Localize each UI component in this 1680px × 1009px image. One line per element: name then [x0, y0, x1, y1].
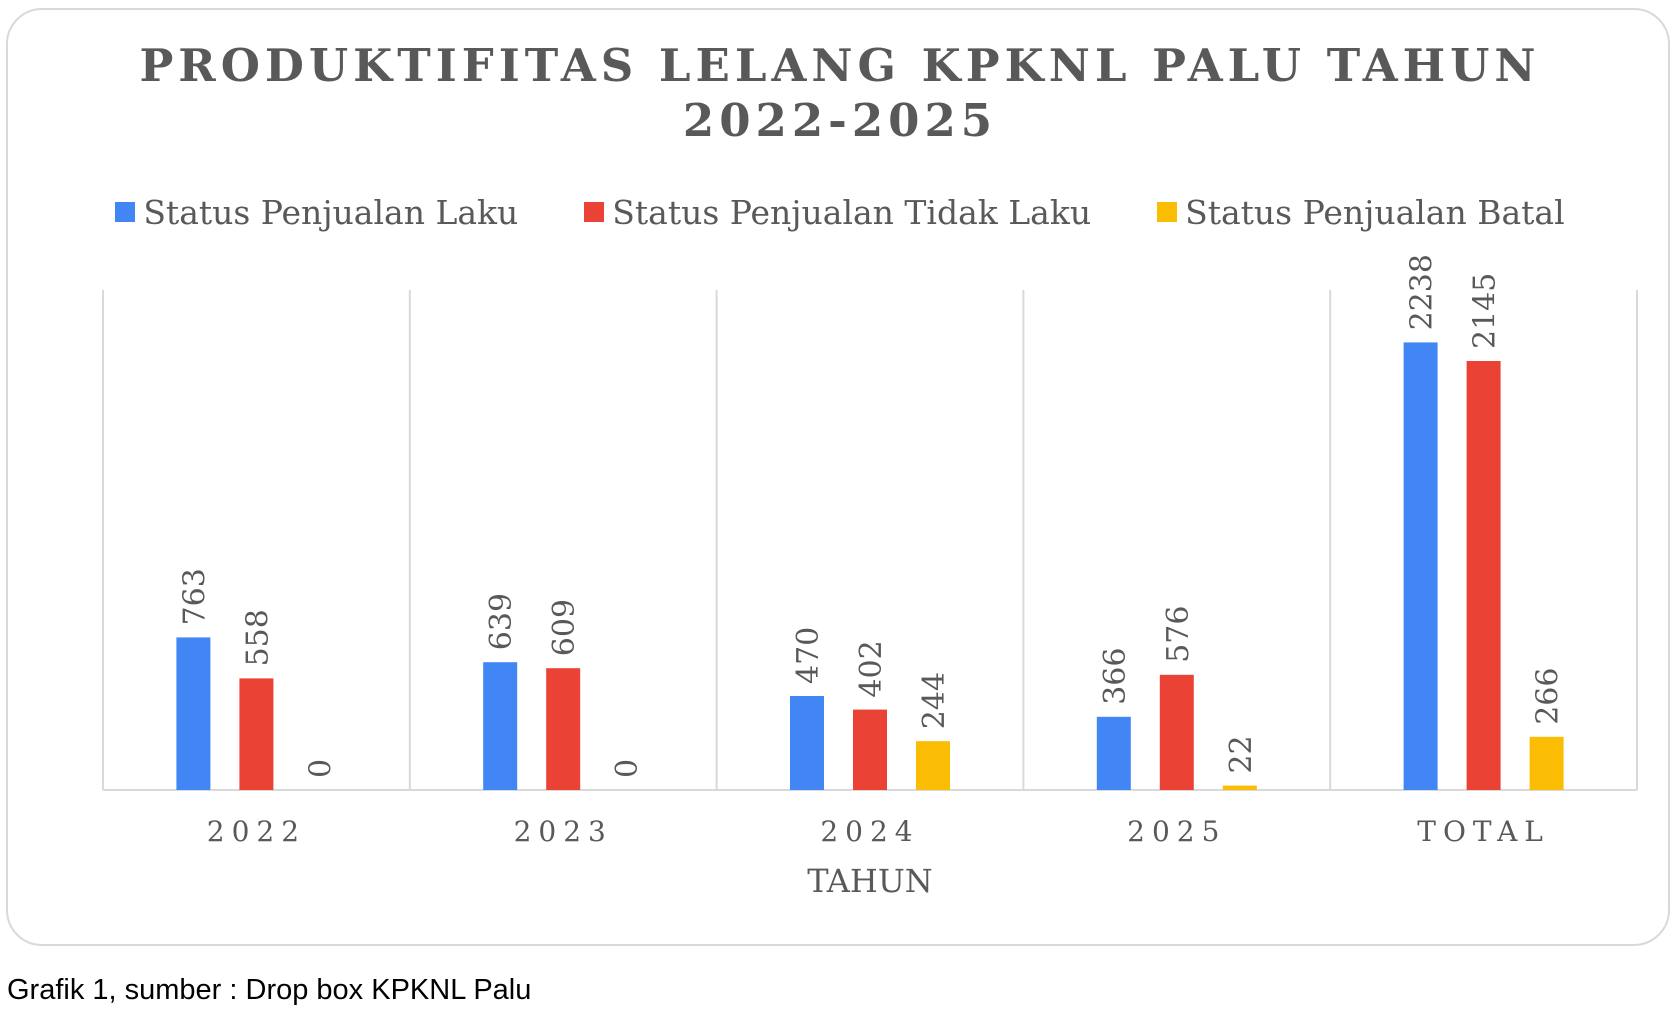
chart-title: PRODUKTIFITAS LELANG KPKNL PALU TAHUN 20… [0, 38, 1680, 148]
data-label: 558 [240, 609, 275, 666]
bar [1403, 342, 1438, 790]
legend-swatch-laku [115, 202, 136, 222]
data-label: 2145 [1468, 273, 1503, 349]
legend-item-tidak-laku: Status Penjualan Tidak Laku [584, 193, 1091, 232]
bar [1466, 361, 1501, 790]
data-label: 366 [1098, 648, 1133, 705]
chart-legend: Status Penjualan Laku Status Penjualan T… [0, 190, 1680, 234]
bar [546, 668, 581, 790]
bar [1222, 785, 1257, 790]
x-tick-label: 2025 [1127, 815, 1226, 848]
data-label: 639 [484, 593, 519, 650]
legend-item-laku: Status Penjualan Laku [115, 193, 518, 232]
data-label: 470 [791, 627, 826, 684]
figure-caption: Grafik 1, sumber : Drop box KPKNL Palu [7, 974, 532, 1006]
data-label: 0 [610, 759, 645, 778]
bar [790, 696, 824, 790]
data-label: 0 [303, 759, 338, 778]
bar [483, 662, 518, 790]
bar [853, 709, 887, 790]
data-label: 609 [547, 599, 582, 656]
chart-title-line-1: PRODUKTIFITAS LELANG KPKNL PALU TAHUN [139, 39, 1541, 92]
x-tick-label: TOTAL [1417, 815, 1550, 848]
legend-swatch-batal [1157, 202, 1178, 222]
chart-title-line-2: 2022-2025 [682, 94, 998, 147]
data-label: 402 [854, 640, 889, 697]
bar [239, 678, 274, 790]
data-label: 22 [1224, 735, 1259, 773]
legend-label-laku: Status Penjualan Laku [143, 192, 519, 232]
data-label: 576 [1161, 606, 1196, 663]
bar [1096, 716, 1131, 790]
bar [1529, 736, 1564, 790]
legend-label-tidak-laku: Status Penjualan Tidak Laku [612, 192, 1092, 232]
bar [1159, 674, 1194, 790]
data-label: 2238 [1405, 254, 1440, 330]
data-label: 244 [917, 672, 952, 729]
x-axis-title: TAHUN [807, 862, 933, 900]
x-tick-label: 2022 [207, 815, 306, 848]
bar [916, 741, 950, 790]
legend-item-batal: Status Penjualan Batal [1157, 193, 1565, 232]
bar [176, 637, 211, 790]
legend-label-batal: Status Penjualan Batal [1185, 192, 1565, 232]
data-label: 763 [177, 568, 212, 625]
data-label: 266 [1531, 668, 1566, 725]
x-tick-label: 2023 [514, 815, 613, 848]
x-tick-label: 2024 [820, 815, 919, 848]
legend-swatch-tidak-laku [584, 202, 605, 222]
